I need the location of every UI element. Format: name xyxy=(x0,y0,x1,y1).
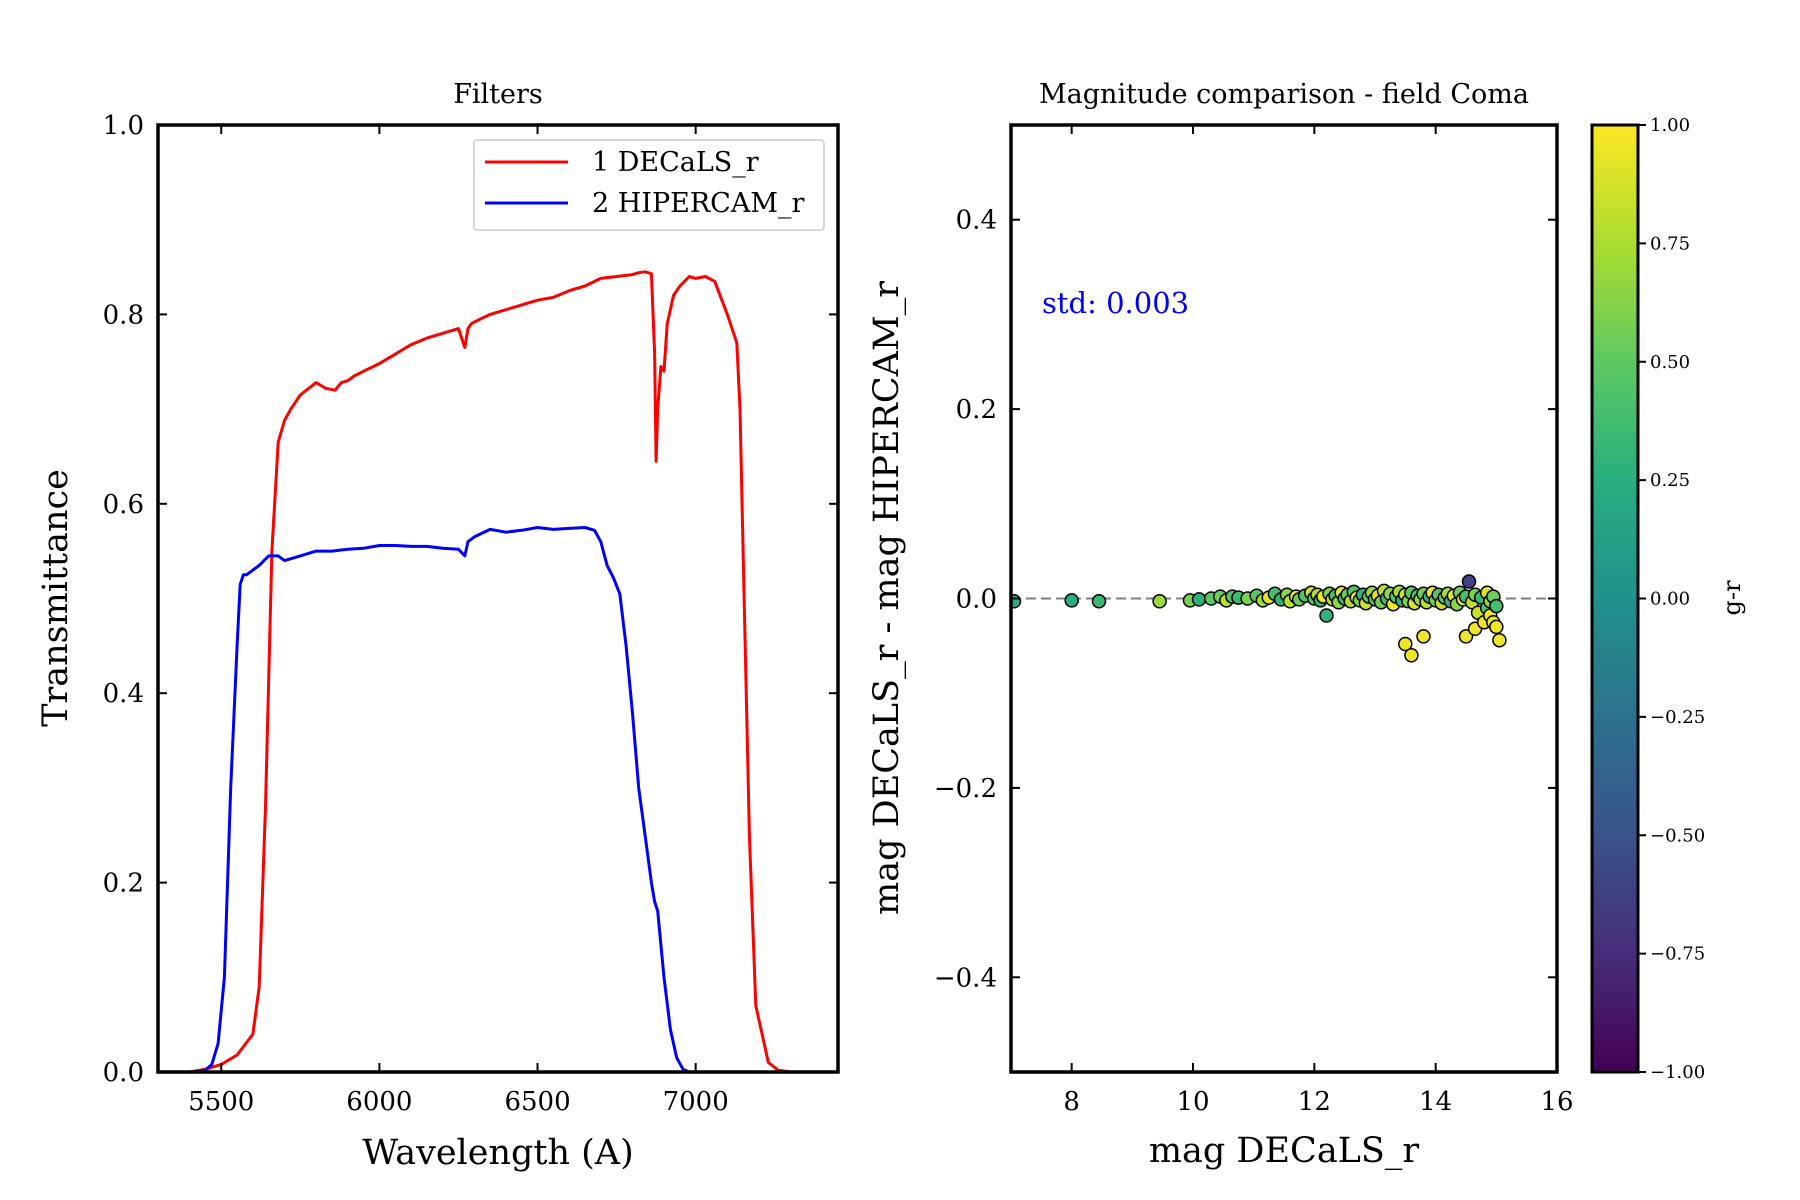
magnitude-axes-frame xyxy=(1009,123,1559,1074)
colorbar-tick-label: −0.75 xyxy=(1650,944,1705,965)
scatter-point xyxy=(1319,608,1334,623)
y-tick-label: 0.0 xyxy=(956,585,997,615)
scatter-point xyxy=(1152,594,1167,609)
y-tick-label: 0.6 xyxy=(103,490,144,520)
colorbar-ticks: −1.00 −0.75 −0.50 −0.25 0.00 0.25 0.50 0.75 1.00 xyxy=(1638,115,1705,1083)
scatter-point xyxy=(1492,632,1507,648)
scatter-point xyxy=(1404,648,1419,663)
colorbar-tick-label: 0.75 xyxy=(1650,233,1690,254)
colorbar-gradient xyxy=(1590,123,1640,1074)
legend-label-hipercam: 2 HIPERCAM_r xyxy=(592,188,804,219)
filters-panel: Filters 5500 6000 6500 7000 0.0 0.2 0.4 0.6 0.8 1… xyxy=(36,79,840,1173)
y-tick-label: −0.4 xyxy=(934,963,997,993)
colorbar-tick-label: 0.00 xyxy=(1650,589,1690,610)
scatter-point xyxy=(1398,636,1413,652)
x-tick-label: 12 xyxy=(1298,1087,1331,1117)
x-tick-label: 10 xyxy=(1176,1087,1209,1117)
y-tick-label: 0.4 xyxy=(956,206,997,236)
y-tick-label: 0.8 xyxy=(103,300,144,330)
magnitude-ticks: 8 10 12 14 16 −0.4 −0.2 0.0 0.2 0.4 xyxy=(934,125,1574,1117)
filters-ylabel: Transmittance xyxy=(36,469,76,727)
magnitude-xlabel: mag DECaLS_r xyxy=(1149,1131,1420,1171)
magnitude-plot-area xyxy=(1011,574,1557,663)
magnitude-ylabel: mag DECaLS_r - mag HIPERCAM_r xyxy=(867,281,907,915)
filters-xlabel: Wavelength (A) xyxy=(362,1133,633,1173)
y-tick-label: 0.2 xyxy=(103,869,144,899)
colorbar-tick-label: −1.00 xyxy=(1650,1062,1705,1083)
filters-legend: 1 DECaLS_r 2 HIPERCAM_r xyxy=(473,139,825,231)
scatter-point xyxy=(1489,619,1504,635)
filters-axes-frame xyxy=(156,123,840,1074)
std-annotation: std: 0.003 xyxy=(1042,286,1189,320)
colorbar-label: g-r xyxy=(1718,580,1746,615)
scatter-point xyxy=(1416,629,1431,644)
magnitude-title: Magnitude comparison - field Coma xyxy=(1039,79,1529,110)
x-tick-label: 8 xyxy=(1063,1087,1080,1117)
filter-curve-hipercam xyxy=(195,526,690,1072)
colorbar-tick-label: −0.50 xyxy=(1650,825,1705,846)
colorbar: −1.00 −0.75 −0.50 −0.25 0.00 0.25 0.50 0.75 1.00… xyxy=(1590,115,1746,1083)
y-tick-label: 0.0 xyxy=(103,1058,144,1088)
y-tick-label: 0.2 xyxy=(956,395,997,425)
colorbar-tick-label: 0.50 xyxy=(1650,352,1690,373)
y-tick-label: −0.2 xyxy=(934,774,997,804)
x-tick-label: 14 xyxy=(1419,1087,1452,1117)
filter-curve-decals xyxy=(189,270,791,1072)
scatter-point xyxy=(1489,598,1504,614)
y-tick-label: 0.4 xyxy=(103,679,144,709)
colorbar-tick-label: 0.25 xyxy=(1650,470,1690,491)
scatter-point xyxy=(1191,592,1207,607)
colorbar-tick-label: 1.00 xyxy=(1650,115,1690,136)
y-tick-label: 1.0 xyxy=(103,111,144,141)
x-tick-label: 5500 xyxy=(188,1087,254,1117)
scatter-point xyxy=(1458,629,1474,644)
x-tick-label: 6000 xyxy=(346,1087,412,1117)
scatter-point xyxy=(1461,574,1477,589)
x-tick-label: 16 xyxy=(1540,1087,1573,1117)
scatter-point xyxy=(1091,594,1107,609)
colorbar-tick-label: −0.25 xyxy=(1650,707,1705,728)
filters-ticks: 5500 6000 6500 7000 0.0 0.2 0.4 0.6 0.8 1.0 xyxy=(103,111,838,1117)
filter-curves xyxy=(189,270,791,1072)
scatter-point xyxy=(1064,593,1079,608)
scatter-points xyxy=(1011,574,1507,663)
x-tick-label: 6500 xyxy=(504,1087,570,1117)
legend-label-decals: 1 DECaLS_r xyxy=(592,147,759,178)
filters-title: Filters xyxy=(453,79,543,110)
magnitude-panel: Magnitude comparison - field Coma 8 10 12 1… xyxy=(867,79,1574,1171)
x-tick-label: 7000 xyxy=(663,1087,729,1117)
